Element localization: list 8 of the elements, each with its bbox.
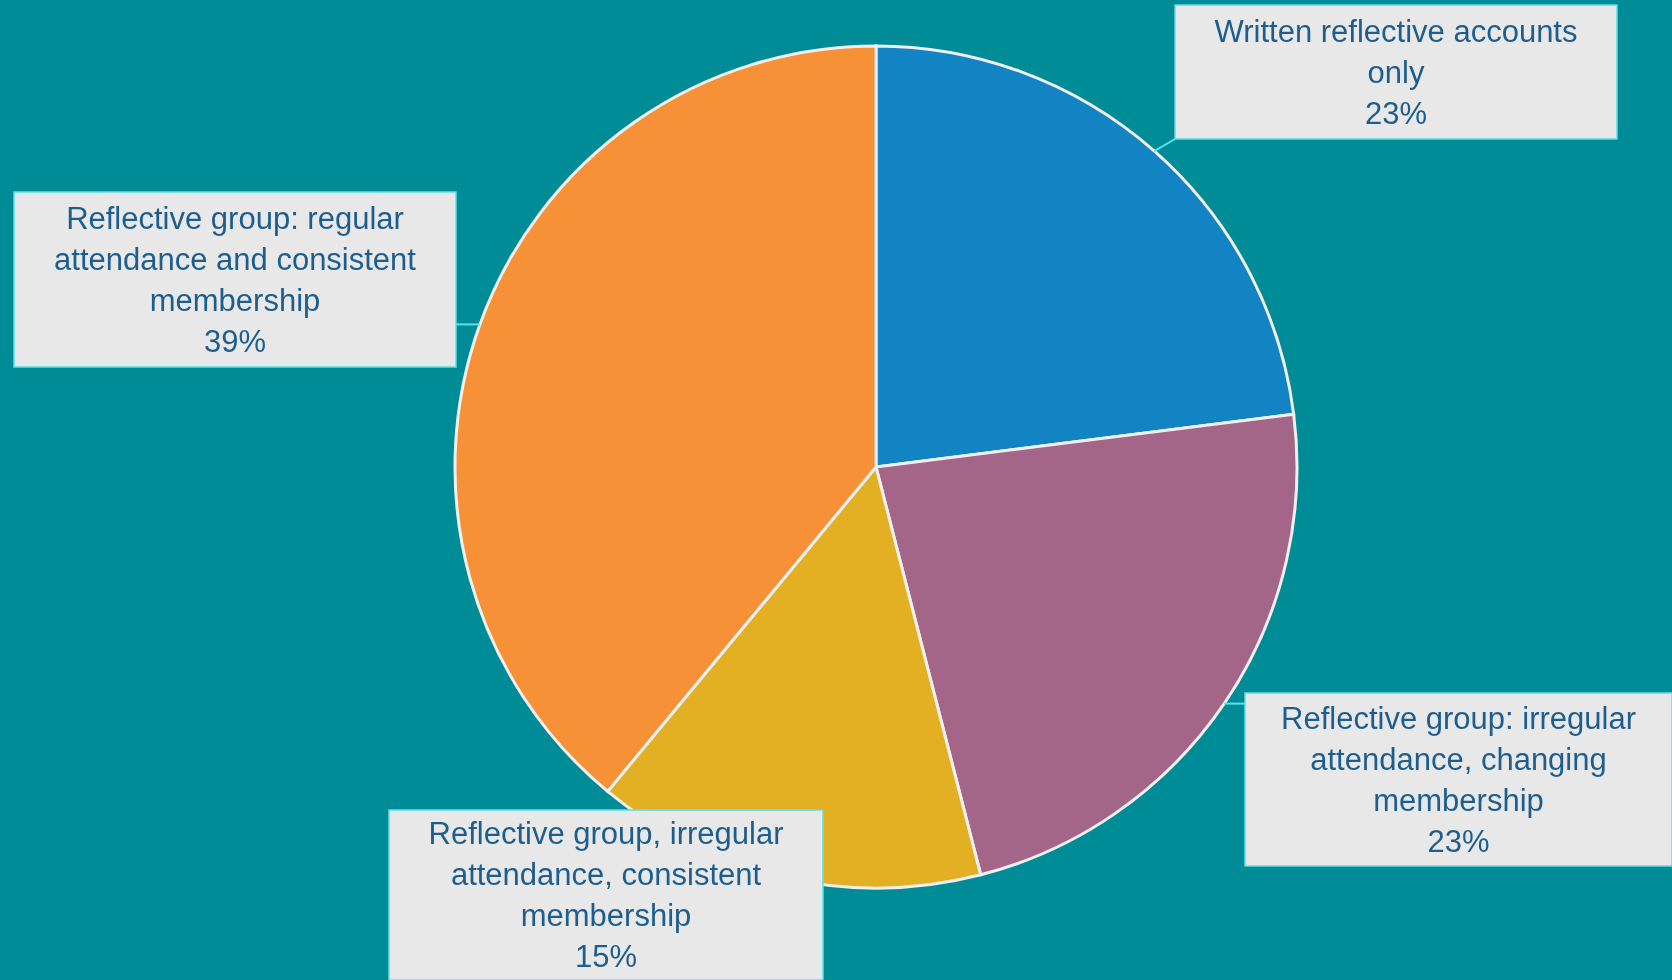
slice-label: Reflective group, irregular attendance, consistent membership	[428, 816, 784, 933]
slice-label: Reflective group: irregular attendance, changing membership	[1281, 700, 1636, 818]
data-label: 23%	[1427, 823, 1490, 859]
data-label: 39%	[203, 323, 267, 359]
data-label: 15%	[574, 939, 638, 974]
slice-label: Reflective group: regular attendance and consistent membership	[54, 200, 417, 318]
data-label: 23%	[1364, 95, 1428, 131]
slice-label: Written reflective accounts only	[1214, 13, 1578, 90]
